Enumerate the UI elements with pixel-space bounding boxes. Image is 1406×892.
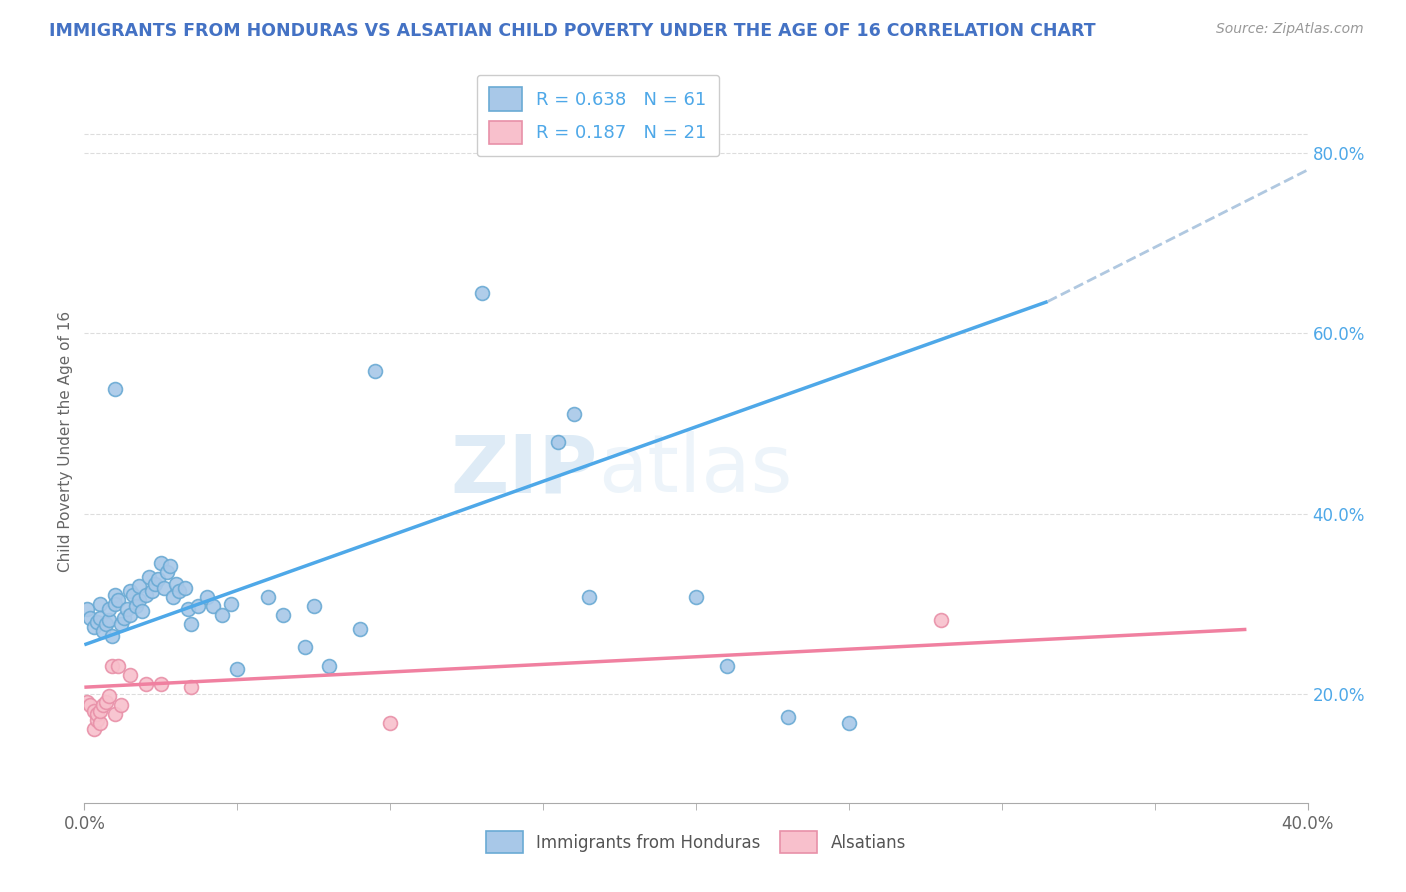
Point <box>110 698 132 713</box>
Point <box>180 680 202 694</box>
Text: ZIP: ZIP <box>451 432 598 509</box>
Point <box>257 590 280 604</box>
Point <box>159 559 181 574</box>
Point <box>547 434 569 449</box>
Point <box>83 722 105 736</box>
Point <box>149 557 172 571</box>
Point <box>107 592 129 607</box>
Point <box>271 607 294 622</box>
Point <box>76 695 98 709</box>
Point <box>143 577 166 591</box>
Point <box>104 382 127 396</box>
Point <box>120 583 142 598</box>
Point <box>349 623 371 637</box>
Point <box>83 704 105 718</box>
Point <box>685 590 707 604</box>
Point <box>318 658 340 673</box>
Point <box>97 690 120 704</box>
Point <box>131 604 153 618</box>
Point <box>125 599 148 613</box>
Point <box>156 566 179 580</box>
Point <box>716 658 738 673</box>
Point <box>186 599 208 613</box>
Point <box>94 617 117 632</box>
Point <box>120 667 142 681</box>
Point <box>167 583 190 598</box>
Point <box>195 590 218 604</box>
Point <box>177 601 200 615</box>
Point <box>112 610 135 624</box>
Point <box>162 590 184 604</box>
Point <box>104 707 127 722</box>
Point <box>89 597 111 611</box>
Point <box>364 364 387 378</box>
Point <box>94 695 117 709</box>
Point <box>135 588 157 602</box>
Point <box>201 599 224 613</box>
Point <box>141 583 163 598</box>
Point <box>79 698 101 713</box>
Text: Source: ZipAtlas.com: Source: ZipAtlas.com <box>1216 22 1364 37</box>
Point <box>110 617 132 632</box>
Text: IMMIGRANTS FROM HONDURAS VS ALSATIAN CHILD POVERTY UNDER THE AGE OF 16 CORRELATI: IMMIGRANTS FROM HONDURAS VS ALSATIAN CHI… <box>49 22 1095 40</box>
Point <box>380 716 402 731</box>
Point <box>562 408 585 422</box>
Point <box>89 716 111 731</box>
Point <box>86 707 108 722</box>
Point <box>86 713 108 727</box>
Point <box>838 716 860 731</box>
Legend: Immigrants from Honduras, Alsatians: Immigrants from Honduras, Alsatians <box>479 825 912 860</box>
Point <box>97 601 120 615</box>
Point <box>89 704 111 718</box>
Point <box>107 658 129 673</box>
Point <box>211 607 233 622</box>
Point <box>83 620 105 634</box>
Point <box>776 710 799 724</box>
Y-axis label: Child Poverty Under the Age of 16: Child Poverty Under the Age of 16 <box>58 311 73 572</box>
Point <box>153 581 176 595</box>
Point <box>86 615 108 630</box>
Point <box>226 662 249 676</box>
Point <box>97 613 120 627</box>
Point <box>120 607 142 622</box>
Text: atlas: atlas <box>598 432 793 509</box>
Point <box>471 285 494 300</box>
Point <box>138 570 160 584</box>
Point <box>165 577 187 591</box>
Point <box>149 676 172 690</box>
Point <box>578 590 600 604</box>
Point <box>135 676 157 690</box>
Point <box>146 572 169 586</box>
Point <box>219 597 242 611</box>
Point <box>79 610 101 624</box>
Point <box>122 588 145 602</box>
Point <box>128 579 150 593</box>
Point <box>180 617 202 632</box>
Point <box>91 624 114 639</box>
Point <box>302 599 325 613</box>
Point <box>174 581 197 595</box>
Point <box>128 592 150 607</box>
Point <box>76 601 98 615</box>
Point <box>929 613 952 627</box>
Point <box>91 698 114 713</box>
Point <box>294 640 316 655</box>
Point <box>115 601 138 615</box>
Point <box>101 629 124 643</box>
Point <box>101 658 124 673</box>
Point <box>104 588 127 602</box>
Point <box>104 597 127 611</box>
Point <box>89 610 111 624</box>
